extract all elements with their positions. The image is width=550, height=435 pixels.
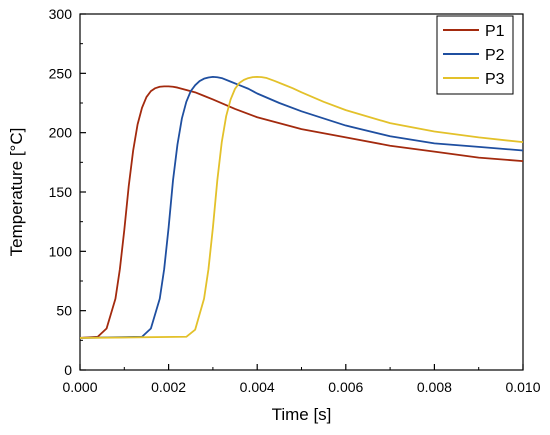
y-tick-label: 250 xyxy=(49,65,73,81)
x-axis-title: Time [s] xyxy=(272,405,332,424)
y-tick-label: 300 xyxy=(49,6,73,22)
x-tick-label: 0.010 xyxy=(505,379,540,395)
series-line-p2 xyxy=(79,75,524,339)
legend-label-p1: P1 xyxy=(485,23,505,40)
x-tick-label: 0.002 xyxy=(151,379,186,395)
x-tick-label: 0.006 xyxy=(328,379,363,395)
y-axis-title: Temperature [°C] xyxy=(7,128,26,257)
x-tick-label: 0.000 xyxy=(62,379,97,395)
y-tick-label: 150 xyxy=(49,184,73,200)
legend-label-p2: P2 xyxy=(485,47,505,64)
axis-layer: 0.000 0.002 0.004 0.006 0.008 0.010 0 50 100 150 2… xyxy=(49,6,541,395)
legend-label-p3: P3 xyxy=(485,71,505,88)
x-tick-label: 0.004 xyxy=(240,379,275,395)
y-tick-label: 50 xyxy=(56,303,72,319)
legend: P1 P2 P3 xyxy=(436,15,514,95)
x-tick-label: 0.008 xyxy=(417,379,452,395)
y-tick-label: 100 xyxy=(49,243,73,259)
series-line-p1 xyxy=(79,85,524,339)
y-tick-label: 0 xyxy=(64,362,72,378)
series-line-p3 xyxy=(79,75,524,339)
series-layer xyxy=(79,75,524,339)
y-tick-label: 200 xyxy=(49,125,73,141)
